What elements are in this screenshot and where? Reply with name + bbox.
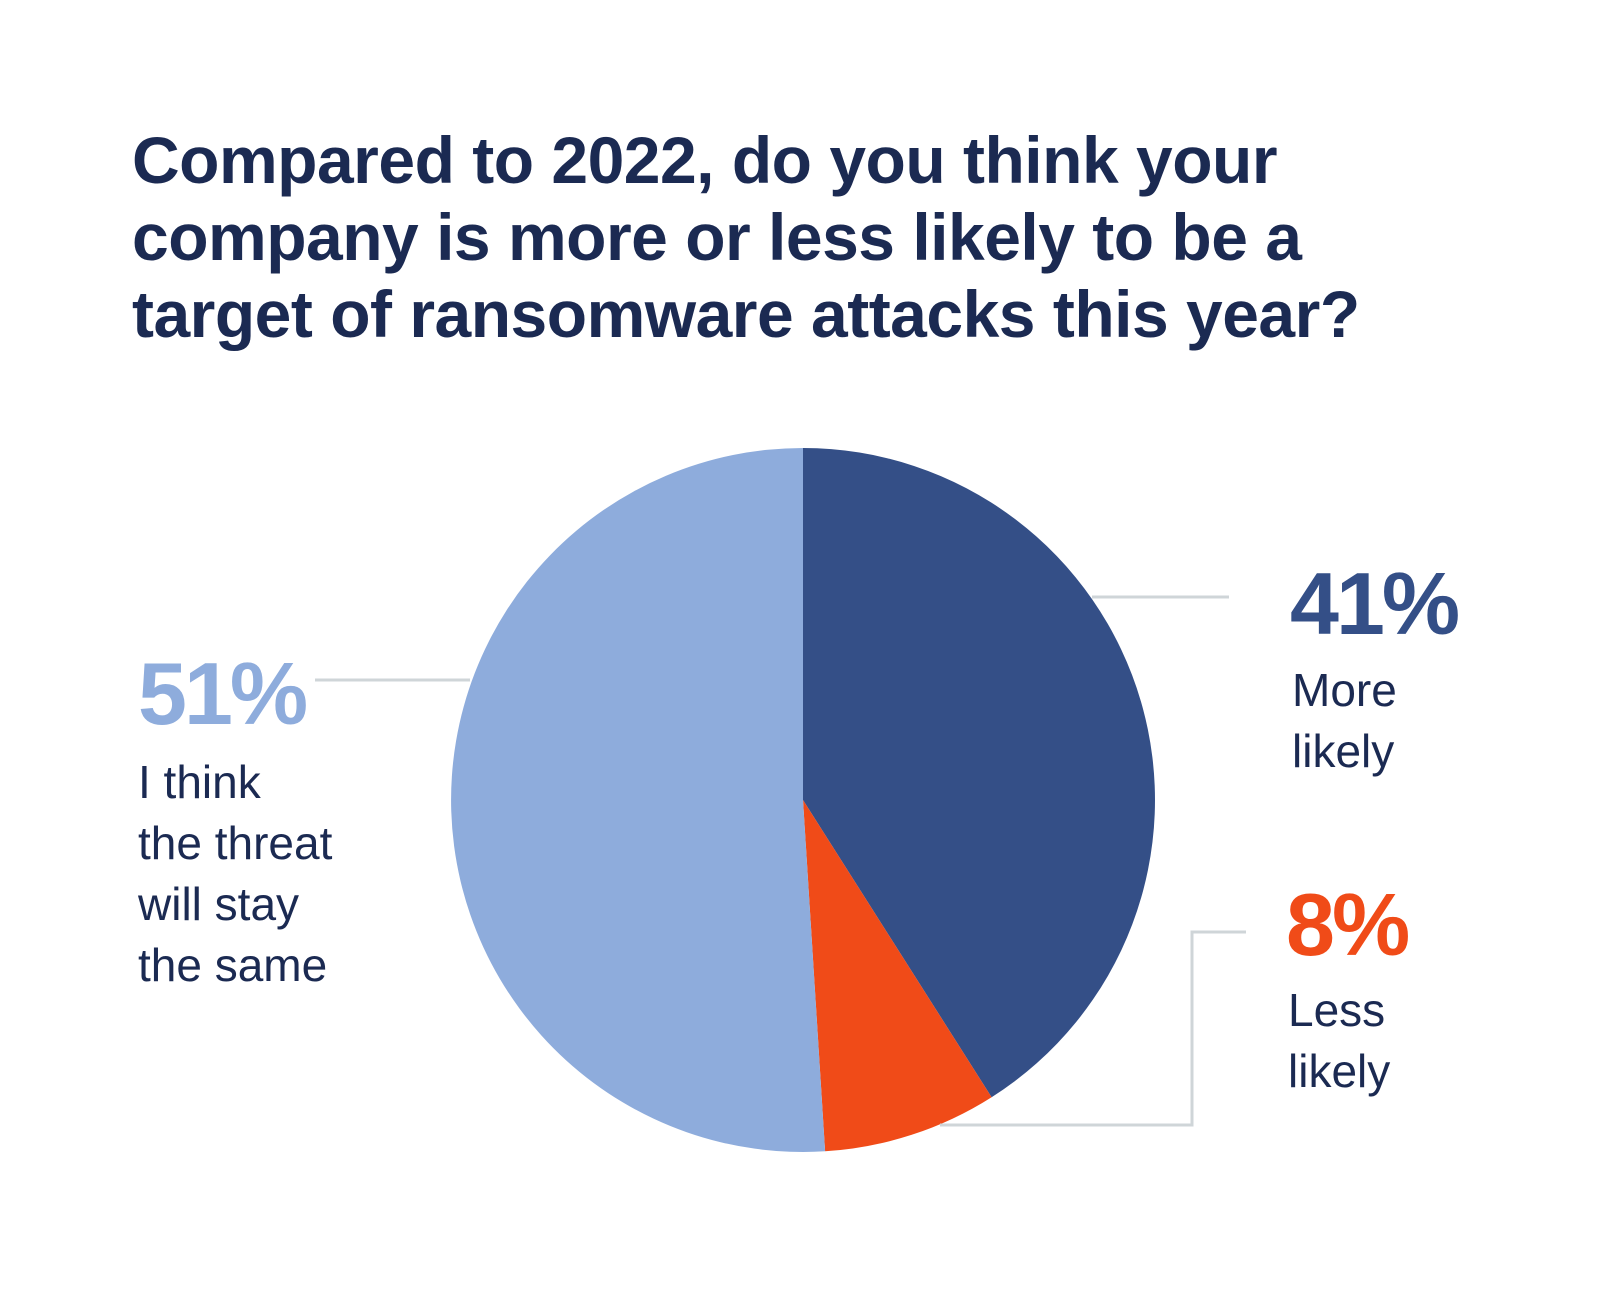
slice-label-stay-same: I think the threat will stay the same xyxy=(138,752,332,996)
leader-line-less-likely xyxy=(940,930,1246,1127)
slice-label-stay-same-line-4: the same xyxy=(138,939,328,991)
slice-value-more-likely: 41% xyxy=(1290,554,1460,653)
slice-label-less-likely: Less likely xyxy=(1288,980,1390,1102)
chart-title-line-2: company is more or less likely to be a xyxy=(132,200,1302,274)
pie-slice-more-likely xyxy=(803,448,1155,1098)
chart-title: Compared to 2022, do you think your comp… xyxy=(132,122,1512,353)
slice-value-stay-same: 51% xyxy=(138,644,308,743)
slice-label-more-likely: More likely xyxy=(1292,660,1397,782)
chart-title-line-3: target of ransomware attacks this year? xyxy=(132,277,1360,351)
chart-title-line-1: Compared to 2022, do you think your xyxy=(132,123,1278,197)
pie-slice-stay-same xyxy=(451,448,826,1152)
slice-label-less-likely-line-2: likely xyxy=(1288,1045,1391,1097)
slice-label-stay-same-line-3: will stay xyxy=(138,878,300,930)
slice-value-less-likely: 8% xyxy=(1286,875,1410,974)
slice-label-more-likely-line-1: More xyxy=(1292,664,1397,716)
pie-slice-less-likely xyxy=(803,800,992,1152)
slice-label-stay-same-line-2: the threat xyxy=(138,817,333,869)
slice-label-more-likely-line-2: likely xyxy=(1292,725,1395,777)
slice-label-less-likely-line-1: Less xyxy=(1288,984,1386,1036)
slice-label-stay-same-line-1: I think xyxy=(138,756,261,808)
